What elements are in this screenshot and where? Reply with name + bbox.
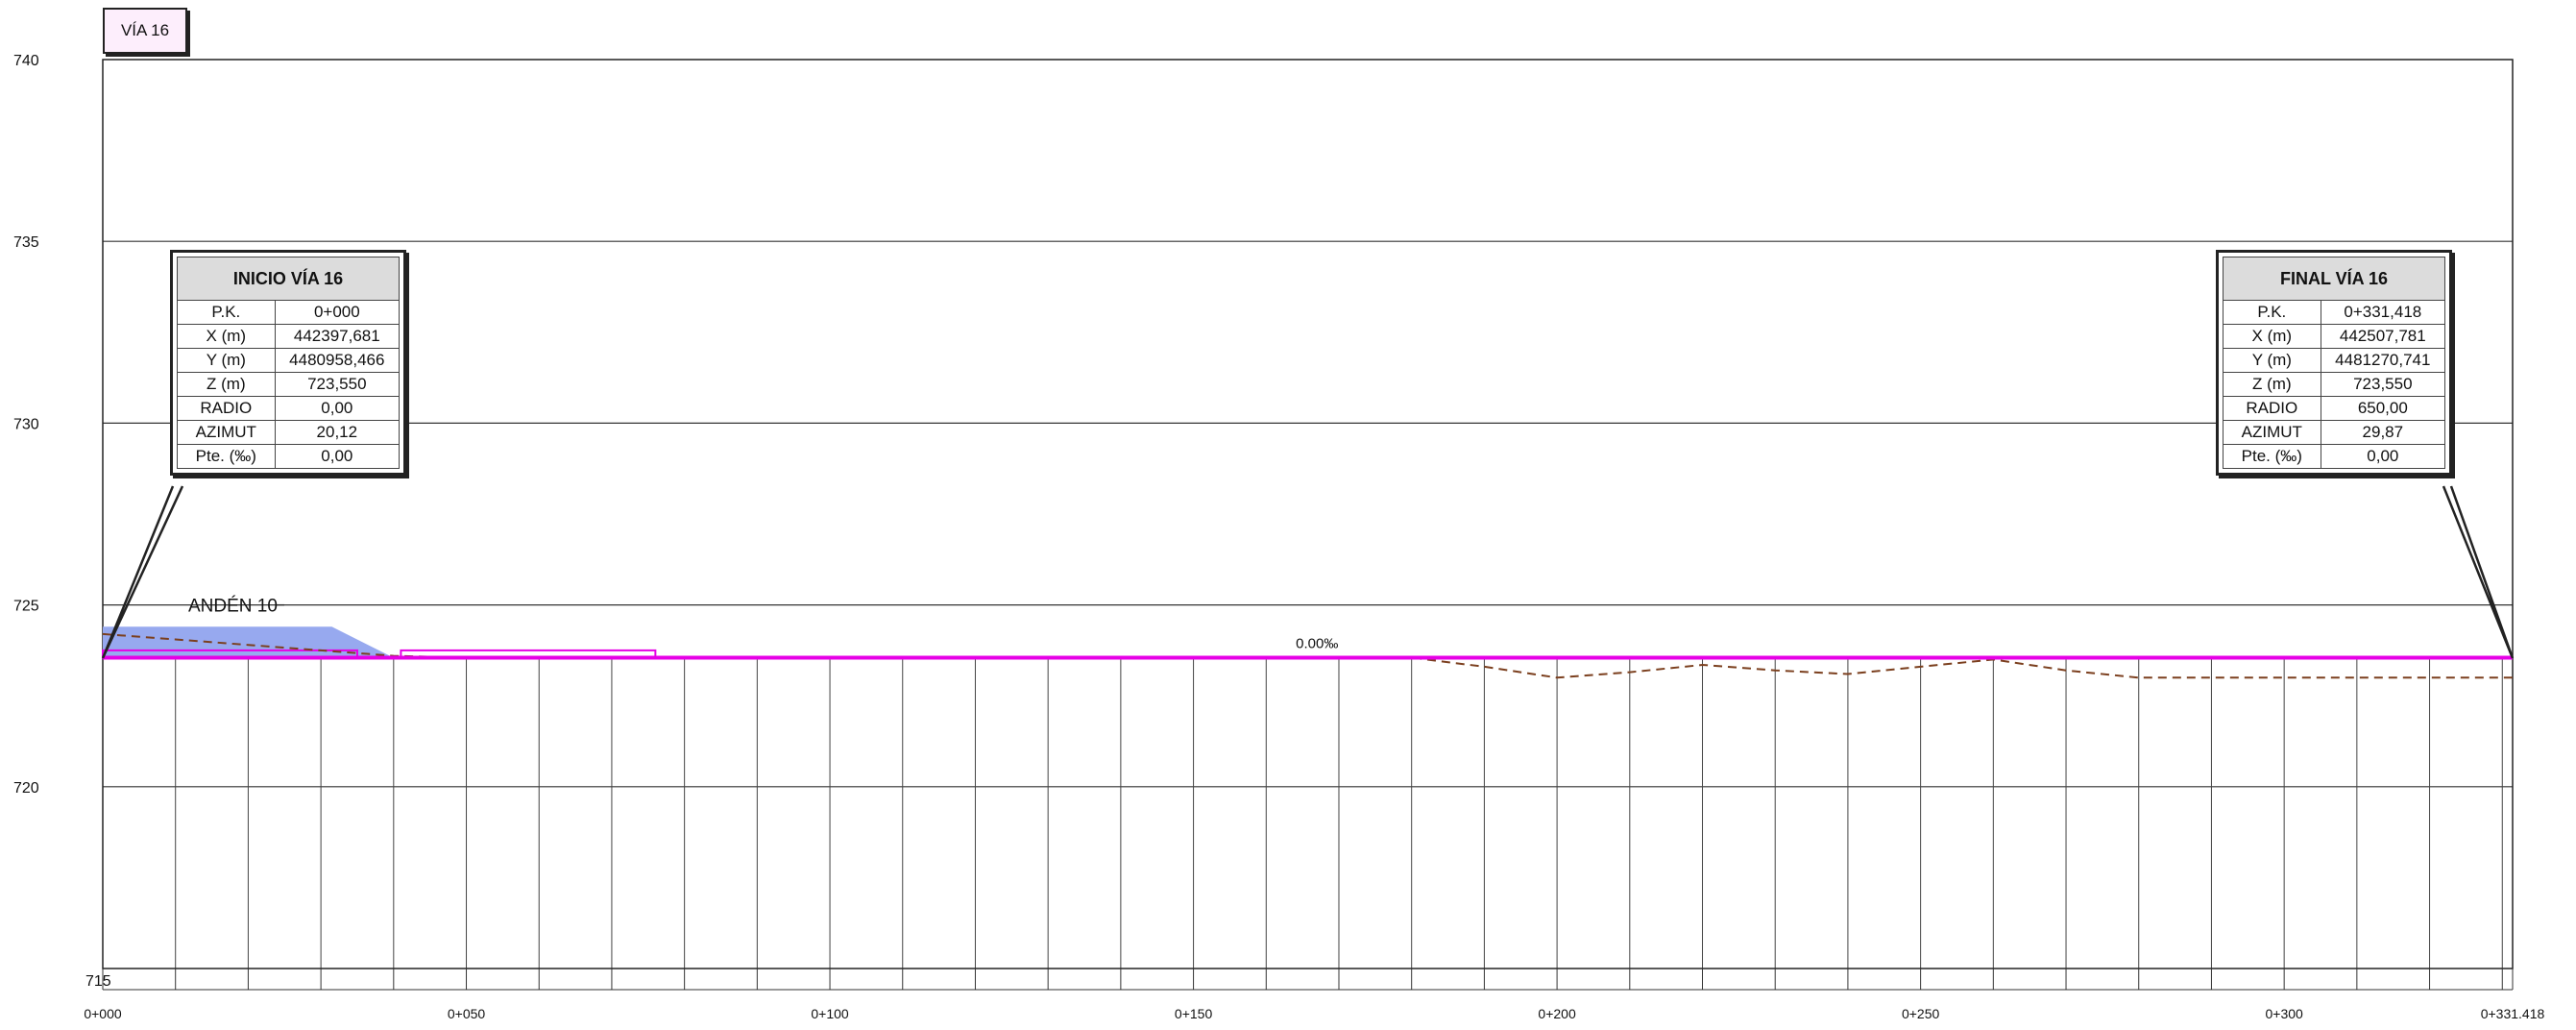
track-title: VÍA 16	[120, 21, 170, 39]
end-value: 4481270,741	[2320, 348, 2446, 373]
start-key: P.K.	[177, 300, 276, 325]
start-info-table: INICIO VÍA 16 P.K. 0+000 X (m) 442397,681 …	[177, 257, 401, 469]
start-info-title: INICIO VÍA 16	[177, 257, 400, 301]
x-tick-label: 0+100	[811, 1006, 849, 1021]
end-value: 650,00	[2320, 396, 2446, 421]
end-value: 0+331,418	[2320, 300, 2446, 325]
x-tick-label: 0+200	[1538, 1006, 1576, 1021]
track-title-badge: VÍA 16	[103, 8, 187, 54]
start-key: X (m)	[177, 324, 276, 349]
x-tick-label: 0+331.418	[2481, 1006, 2545, 1021]
start-key: Pte. (‰)	[177, 444, 276, 469]
end-info-box: FINAL VÍA 16 P.K. 0+331,418 X (m) 442507,7…	[2216, 250, 2452, 476]
platforms	[102, 626, 657, 659]
end-key: X (m)	[2223, 324, 2321, 349]
start-key: Z (m)	[177, 372, 276, 397]
y-tick-label: 715	[85, 973, 111, 990]
platform-label: ANDÉN 10	[188, 597, 278, 617]
end-info-table: FINAL VÍA 16 P.K. 0+331,418 X (m) 442507,7…	[2223, 257, 2446, 469]
start-value: 0,00	[274, 444, 401, 469]
y-tick-label: 730	[13, 416, 39, 432]
end-callout-leader	[2442, 485, 2515, 659]
station-gridlines	[175, 657, 2503, 969]
x-tick-label: 0+050	[448, 1006, 486, 1021]
y-tick-label: 720	[13, 780, 39, 797]
x-axis: 0+000 0+050 0+100 0+150 0+200 0+250 0+300 0+331…	[84, 969, 2544, 1021]
end-value: 29,87	[2320, 420, 2446, 445]
end-key: Y (m)	[2223, 348, 2321, 373]
start-info-box: INICIO VÍA 16 P.K. 0+000 X (m) 442397,681 …	[170, 250, 406, 476]
y-tick-label: 735	[13, 234, 39, 251]
y-tick-label: 725	[13, 599, 39, 615]
end-value: 723,550	[2320, 372, 2446, 397]
end-key: Z (m)	[2223, 372, 2321, 397]
end-key: P.K.	[2223, 300, 2321, 325]
end-value: 442507,781	[2320, 324, 2446, 349]
start-key: Y (m)	[177, 348, 276, 373]
end-value: 0,00	[2320, 444, 2446, 469]
start-value: 723,550	[274, 372, 401, 397]
start-key: AZIMUT	[177, 420, 276, 445]
start-value: 442397,681	[274, 324, 401, 349]
slope-label: 0.00‰	[1296, 635, 1338, 651]
start-value: 4480958,466	[274, 348, 401, 373]
callout-leaders	[101, 485, 2515, 659]
y-tick-label: 740	[13, 53, 39, 69]
y-axis-labels: 740 735 730 725 720 715	[13, 53, 111, 990]
start-value: 20,12	[274, 420, 401, 445]
horizontal-gridlines	[103, 240, 2513, 788]
plot-frame	[102, 59, 2514, 969]
end-key: Pte. (‰)	[2223, 444, 2321, 469]
end-info-title: FINAL VÍA 16	[2223, 257, 2445, 301]
x-tick-label: 0+250	[1902, 1006, 1940, 1021]
start-callout-leader	[101, 485, 184, 659]
x-tick-label: 0+300	[2265, 1006, 2303, 1021]
start-value: 0,00	[274, 396, 401, 421]
x-tick-label: 0+150	[1175, 1006, 1213, 1021]
end-key: AZIMUT	[2223, 420, 2321, 445]
x-tick-label: 0+000	[84, 1006, 122, 1021]
start-value: 0+000	[274, 300, 401, 325]
end-key: RADIO	[2223, 396, 2321, 421]
start-key: RADIO	[177, 396, 276, 421]
